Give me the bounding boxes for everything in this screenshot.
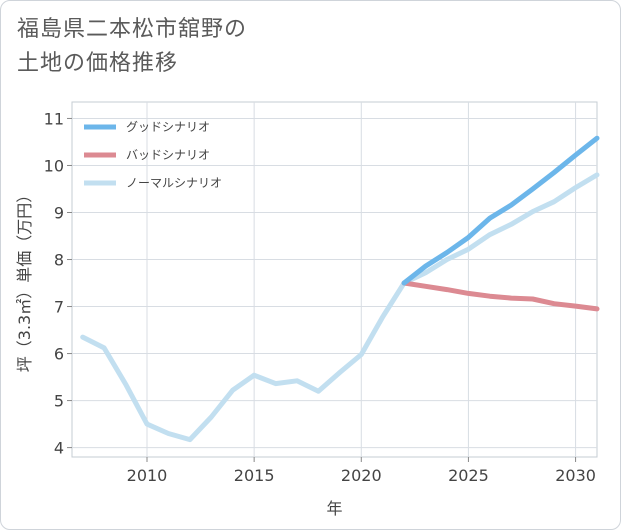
series-line-bad [401, 280, 600, 312]
plot-frame [71, 101, 598, 458]
x-axis-title: 年 [326, 499, 342, 518]
grid-lines [67, 101, 598, 462]
legend-label: バッドシナリオ [126, 148, 210, 162]
y-axis-title: 坪（3.3㎡）単価（万円） [15, 187, 34, 372]
y-tick-label: 10 [44, 156, 64, 175]
y-tick-label: 4 [54, 439, 64, 458]
x-tick-label: 2020 [341, 466, 382, 485]
y-tick-label: 8 [54, 251, 64, 270]
chart-title: 福島県二本松市舘野の 土地の価格推移 [17, 13, 577, 81]
y-tick-label: 9 [54, 203, 64, 222]
x-tick-label: 2015 [234, 466, 275, 485]
x-tick-label: 2010 [127, 466, 168, 485]
series-line-good [401, 135, 600, 286]
y-tick-label: 11 [44, 109, 64, 128]
series-layer [80, 135, 600, 443]
x-tick-label: 2025 [448, 466, 489, 485]
y-tick-label: 5 [54, 392, 64, 411]
legend-label: ノーマルシナリオ [126, 176, 222, 190]
chart-title-line-1: 福島県二本松市舘野の [17, 17, 248, 42]
tick-labels: 4 5 6 7 8 9 10 11 2010 2015 2020 2025 2030 [44, 109, 596, 485]
x-tick-label: 2030 [555, 466, 596, 485]
chart-title-line-2: 土地の価格推移 [17, 51, 179, 76]
series-line-normal [80, 172, 600, 443]
y-tick-label: 7 [54, 298, 64, 317]
legend-label: グッドシナリオ [126, 120, 210, 134]
y-tick-label: 6 [54, 345, 64, 364]
